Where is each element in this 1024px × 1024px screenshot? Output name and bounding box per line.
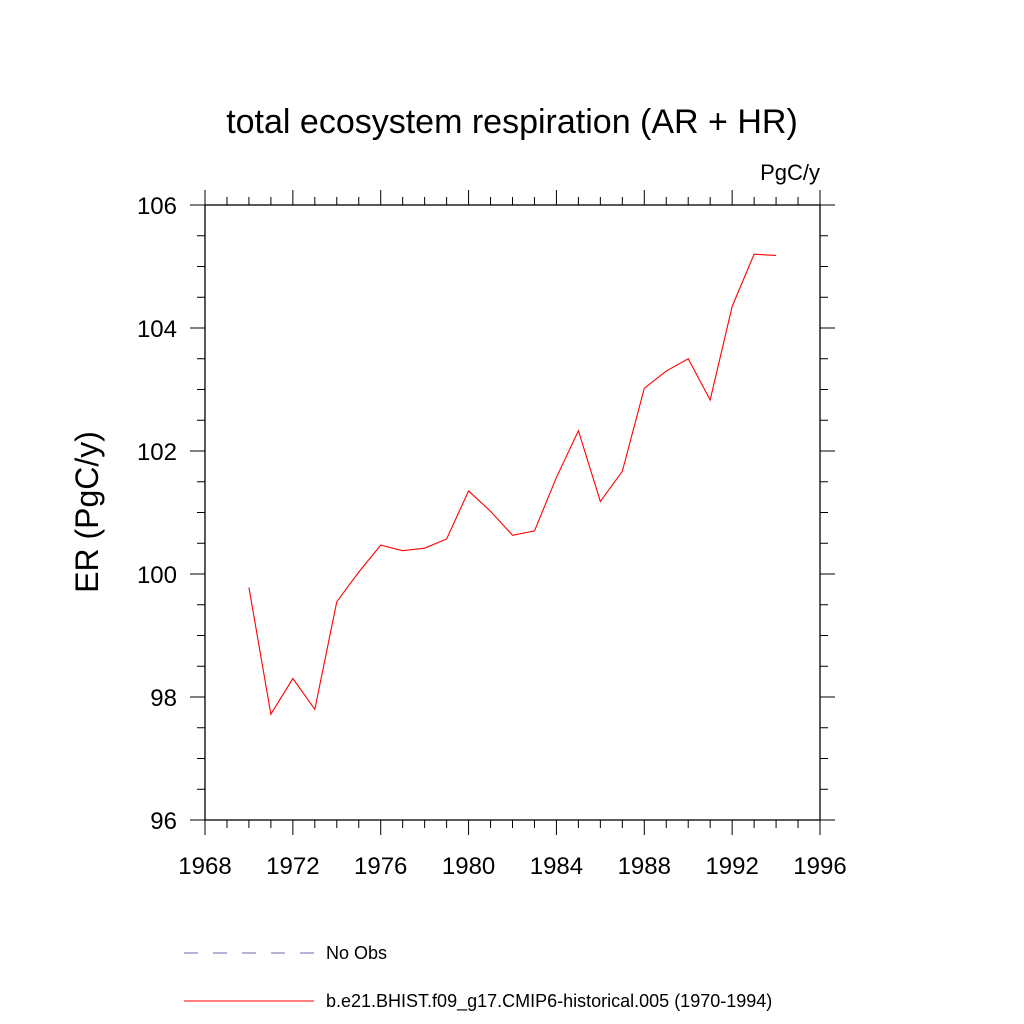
x-tick-label: 1980	[442, 853, 495, 880]
y-tick-label: 106	[137, 193, 177, 220]
legend-label: b.e21.BHIST.f09_g17.CMIP6-historical.005…	[326, 991, 772, 1012]
y-tick-label: 102	[137, 439, 177, 466]
x-tick-label: 1968	[178, 853, 231, 880]
x-tick-label: 1988	[618, 853, 671, 880]
legend: No Obs b.e21.BHIST.f09_g17.CMIP6-historic…	[184, 943, 772, 1012]
x-tick-label: 1972	[266, 853, 319, 880]
y-tick-label: 96	[150, 808, 177, 835]
y-tick-label: 104	[137, 316, 177, 343]
units-label: PgC/y	[760, 160, 820, 185]
y-axis-label: ER (PgC/y)	[69, 431, 105, 593]
series-layer	[248, 253, 777, 716]
y-axis-ticks: 96 98 100 102 104 106	[137, 193, 835, 835]
x-axis-ticks: 1968 1972 1976 1980 1984 1988 1992 1996	[178, 190, 847, 880]
legend-label: No Obs	[326, 943, 387, 963]
chart-title: total ecosystem respiration (AR + HR)	[226, 103, 798, 141]
y-tick-label: 100	[137, 562, 177, 589]
x-tick-label: 1984	[530, 853, 583, 880]
x-tick-label: 1992	[705, 853, 758, 880]
plot-frame	[204, 204, 821, 821]
y-tick-label: 98	[150, 685, 177, 712]
x-tick-label: 1996	[793, 853, 846, 880]
x-tick-label: 1976	[354, 853, 407, 880]
series-line	[248, 253, 777, 716]
